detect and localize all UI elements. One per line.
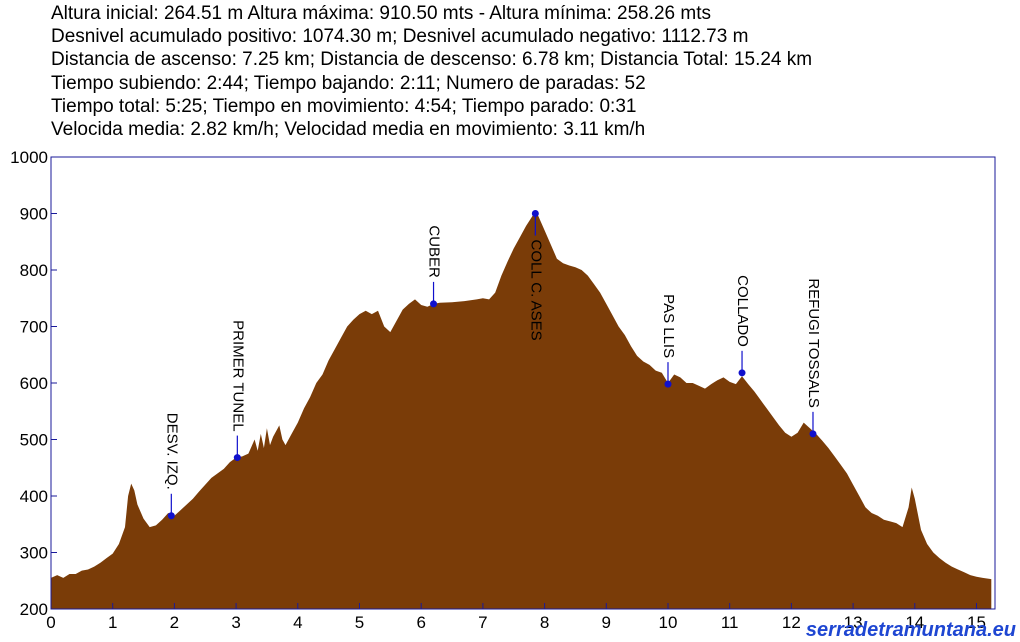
- y-tick-label: 700: [20, 318, 48, 337]
- y-tick-label: 300: [20, 544, 48, 563]
- x-tick-label: 4: [293, 613, 302, 632]
- y-tick-label: 900: [20, 205, 48, 224]
- stats-line-climb-times: Tiempo subiendo: 2:44; Tiempo bajando: 2…: [51, 72, 646, 94]
- waypoint-label: COLL C. ASES: [527, 240, 544, 341]
- waypoint: COLL C. ASES: [527, 210, 544, 341]
- waypoint-label: DESV. IZQ.: [163, 413, 180, 490]
- waypoint-dot: [430, 300, 438, 308]
- x-tick-label: 11: [721, 613, 739, 632]
- plot-border: [50, 156, 996, 610]
- x-tick-label: 7: [478, 613, 487, 632]
- stats-line-elevation-gain: Desnivel acumulado positivo: 1074.30 m; …: [51, 26, 749, 48]
- y-axis-ticks: 200 300 400 500 600 700 800 900 1000: [10, 148, 57, 619]
- x-tick-label: 5: [355, 613, 364, 632]
- x-axis-ticks: 0 1 2 3 4 5 6 7 8 9 10 11 12 13 14 15: [46, 603, 986, 632]
- x-tick-label: 14: [905, 613, 924, 632]
- stats-text-block: Altura inicial: 264.51 m Altura máxima: …: [51, 2, 812, 141]
- waypoint-dot: [531, 210, 539, 217]
- waypoint: PRIMER TUNEL: [229, 320, 246, 462]
- y-tick-label: 400: [20, 487, 48, 506]
- x-tick-label: 12: [782, 613, 801, 632]
- stats-line-distances: Distancia de ascenso: 7.25 km; Distancia…: [51, 49, 813, 71]
- waypoint-label: COLLADO: [734, 275, 751, 347]
- waypoint-label: PRIMER TUNEL: [229, 320, 246, 431]
- x-tick-label: 13: [844, 613, 863, 632]
- x-tick-label: 0: [46, 613, 55, 632]
- stats-line-total-times: Tiempo total: 5:25; Tiempo en movimiento…: [51, 95, 637, 117]
- waypoint: COLLADO: [734, 275, 751, 377]
- y-tick-label: 500: [20, 431, 48, 450]
- x-tick-label: 1: [108, 613, 117, 632]
- x-tick-label: 9: [602, 613, 611, 632]
- x-tick-label: 3: [231, 613, 240, 632]
- x-tick-label: 10: [659, 613, 678, 632]
- waypoint-dot: [664, 380, 672, 388]
- y-tick-label: 600: [20, 374, 48, 393]
- waypoint: DESV. IZQ.: [163, 413, 180, 520]
- y-tick-label: 200: [20, 600, 48, 619]
- waypoint-dot: [233, 454, 241, 462]
- waypoint-markers: DESV. IZQ. PRIMER TUNEL CUBER COLL C. ASES P…: [163, 210, 822, 520]
- y-tick-label: 1000: [10, 148, 48, 167]
- waypoint-dot: [738, 369, 746, 377]
- x-tick-label: 15: [967, 613, 986, 632]
- waypoint: PAS LLIS: [660, 294, 677, 388]
- waypoint-dot: [167, 512, 175, 520]
- waypoint-label: PAS LLIS: [660, 294, 677, 358]
- elevation-profile-area: [51, 211, 992, 609]
- site-watermark: serradetramuntana.eu: [806, 619, 1016, 641]
- stats-line-speeds: Velocida media: 2.82 km/h; Velocidad med…: [51, 119, 646, 141]
- x-tick-label: 6: [416, 613, 425, 632]
- waypoint-label: CUBER: [426, 225, 443, 278]
- stats-line-altitudes: Altura inicial: 264.51 m Altura máxima: …: [51, 3, 712, 24]
- x-tick-label: 2: [170, 613, 179, 632]
- x-tick-label: 8: [540, 613, 549, 632]
- waypoint: CUBER: [426, 225, 443, 308]
- waypoint: REFUGI TOSSALS: [805, 278, 822, 438]
- waypoint-label: REFUGI TOSSALS: [805, 278, 822, 408]
- y-tick-label: 800: [20, 261, 48, 280]
- waypoint-dot: [809, 430, 817, 438]
